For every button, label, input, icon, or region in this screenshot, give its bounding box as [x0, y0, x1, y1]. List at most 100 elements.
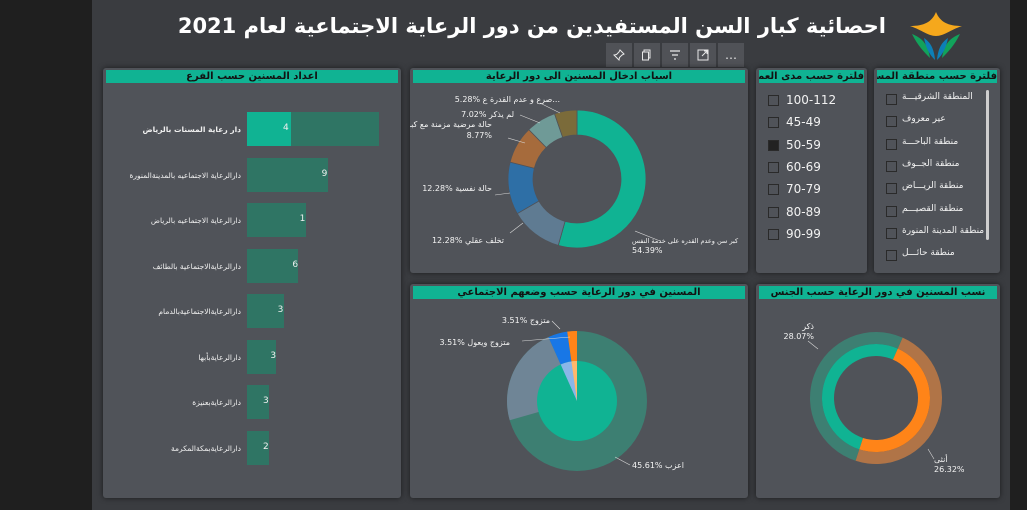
- slice-name-label: ذكر: [801, 322, 814, 331]
- bar-category-label: دار رعاية المسنات بالرياض: [142, 125, 242, 134]
- slicer-option-label: 90-99: [786, 226, 821, 241]
- slice-label: 12.28% حالة نفسية: [422, 184, 492, 193]
- panel-title: نسب المسنين في دور الرعاية حسب الجنس: [759, 286, 997, 299]
- slicer-option[interactable]: منطقة القصيـــم: [884, 204, 984, 218]
- filter-icon[interactable]: [662, 43, 688, 67]
- slice-label: 3.51% متزوج: [502, 316, 550, 325]
- slicer-option[interactable]: منطقة الجــوف: [884, 159, 984, 173]
- slicer-scrollbar[interactable]: [986, 90, 989, 240]
- bar-value-label: 3: [263, 396, 269, 406]
- slicer-checkbox[interactable]: [768, 139, 779, 151]
- social-status-panel: المسنين في دور الرعاية حسب وضعهم الاجتما…: [410, 284, 748, 498]
- leader-line: [521, 336, 571, 342]
- slicer-option[interactable]: 100-112: [766, 93, 866, 107]
- slicer-option-label: عير معروف: [902, 114, 946, 125]
- slicer-checkbox[interactable]: [768, 206, 779, 218]
- slicer-option-label: منطقة حائـــل: [902, 248, 955, 259]
- donut-slice[interactable]: [554, 109, 578, 138]
- gender-panel: نسب المسنين في دور الرعاية حسب الجنس ذكر…: [756, 284, 1000, 498]
- bar-highlight[interactable]: [247, 112, 291, 146]
- donut-outer-slice[interactable]: [810, 332, 903, 461]
- slicer-checkbox[interactable]: [886, 205, 897, 217]
- slice-name-label: كبر سن وعدم القدره على خدمة النفس: [632, 237, 739, 245]
- leader-line: [539, 102, 561, 114]
- slicer-option[interactable]: المنطقة الشرقيـــة: [884, 92, 984, 106]
- slicer-option[interactable]: 80-89: [766, 205, 866, 219]
- leader-line: [551, 320, 561, 330]
- slicer-option-label: منطقة القصيـــم: [902, 203, 964, 214]
- slicer-option-label: 45-49: [786, 115, 821, 130]
- slicer-option-label: 50-59: [786, 137, 821, 152]
- pie-inner-slice[interactable]: [571, 361, 577, 401]
- slicer-checkbox[interactable]: [886, 94, 897, 105]
- bar-category-label: دارالرعايةبعنيزة: [192, 398, 241, 407]
- slicer-checkbox[interactable]: [768, 161, 779, 173]
- slicer-option[interactable]: منطقة المدينة المنورة: [884, 226, 984, 240]
- bar[interactable]: [247, 294, 284, 328]
- slice-label: 3.51% متزوج ويعول: [439, 338, 510, 347]
- social-status-pie[interactable]: 3.51% متزوج 3.51% متزوج ويعول 45.61% اعزب: [410, 299, 748, 498]
- bar[interactable]: [247, 203, 306, 237]
- donut-slice[interactable]: [557, 109, 647, 249]
- pin-icon[interactable]: [606, 43, 632, 67]
- age-slicer: فلترة حسب مدى العمر 100-112 45-49 50-59 60-…: [756, 68, 867, 273]
- focus-mode-icon[interactable]: [690, 43, 716, 67]
- bar[interactable]: [247, 385, 269, 419]
- slicer-checkbox[interactable]: [768, 184, 779, 196]
- bar-category-label: دارالرعايةالاجتماعيةبالدمام: [158, 307, 241, 316]
- bar-category-label: دارالرعايةبأبها: [198, 352, 241, 362]
- slicer-option[interactable]: 45-49: [766, 115, 866, 129]
- branch-count-panel: اعداد المسنين حسب الفرع دار رعاية المسنا…: [103, 68, 401, 498]
- more-icon[interactable]: …: [718, 43, 744, 67]
- slice-percent-label: 28.07%: [783, 332, 814, 341]
- slicer-option[interactable]: 60-69: [766, 160, 866, 174]
- slicer-option-label: 100-112: [786, 93, 837, 107]
- ministry-logo: [910, 12, 962, 60]
- panel-title: اسباب ادخال المسنين الى دور الرعاية: [413, 70, 745, 83]
- bar[interactable]: [247, 157, 328, 192]
- bar-category-label: دارالرعايةبمكةالمكرمة: [170, 443, 241, 453]
- bar[interactable]: [247, 339, 277, 374]
- bar[interactable]: [247, 430, 269, 465]
- leader-line: [807, 340, 819, 350]
- panel-title: فلترة حسب منطقة المسن: [877, 70, 997, 83]
- slicer-checkbox[interactable]: [768, 95, 779, 106]
- leader-line: [494, 192, 511, 196]
- slice-percent-label: 54.39%: [632, 246, 663, 255]
- slicer-option[interactable]: منطقة حائـــل: [884, 248, 984, 262]
- slicer-checkbox[interactable]: [886, 227, 897, 239]
- slice-label: 5.28% صرع و عدم القدرة ع...: [455, 95, 560, 104]
- bar[interactable]: [247, 248, 299, 283]
- copy-icon[interactable]: [634, 43, 660, 67]
- leader-line: [614, 456, 631, 466]
- slicer-checkbox[interactable]: [886, 160, 897, 172]
- slicer-checkbox[interactable]: [886, 138, 897, 150]
- donut-slice[interactable]: [822, 344, 898, 450]
- region-slicer: فلترة حسب منطقة المسن المنطقة الشرقيـــة…: [874, 68, 1000, 273]
- slice-name-label: أنثى: [934, 454, 948, 464]
- panel-title: فلترة حسب مدى العمر: [759, 70, 864, 83]
- slicer-checkbox[interactable]: [768, 228, 779, 240]
- slicer-checkbox[interactable]: [886, 116, 897, 128]
- slicer-option[interactable]: منطقة الريـــاض: [884, 181, 984, 195]
- slicer-option[interactable]: 90-99: [766, 227, 866, 241]
- slicer-option[interactable]: 50-59: [766, 138, 866, 152]
- panel-title: المسنين في دور الرعاية حسب وضعهم الاجتما…: [413, 286, 745, 299]
- panel-title: اعداد المسنين حسب الفرع: [106, 70, 398, 83]
- slicer-checkbox[interactable]: [886, 183, 897, 195]
- donut-slice[interactable]: [859, 348, 931, 453]
- slice-percent-label: 26.32%: [934, 465, 965, 474]
- slicer-checkbox[interactable]: [768, 117, 779, 129]
- slicer-option[interactable]: 70-79: [766, 182, 866, 196]
- slicer-option[interactable]: منطقة الباحـــة: [884, 137, 984, 151]
- slice-name-label: حالة مرضية مزمنة مع كبر سن: [410, 120, 492, 129]
- donut-outer-slice[interactable]: [855, 337, 942, 464]
- bar-value-label: 2: [263, 441, 269, 452]
- leader-line: [509, 222, 524, 234]
- leader-line: [519, 114, 541, 124]
- slicer-checkbox[interactable]: [886, 250, 897, 262]
- slicer-option[interactable]: عير معروف: [884, 114, 984, 128]
- bar-value-label: 3: [270, 350, 277, 361]
